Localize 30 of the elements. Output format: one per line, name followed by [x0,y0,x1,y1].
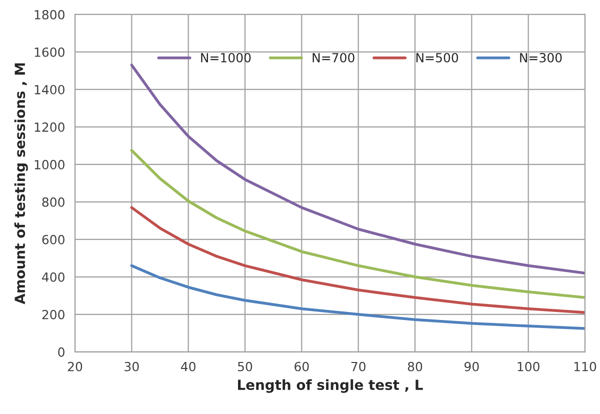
y-tick-label: 1000 [34,160,64,170]
x-tick-label: 60 [294,362,309,372]
x-tick-label: 100 [518,362,540,372]
y-tick-label: 1400 [34,84,64,94]
y-tick-label: 400 [42,272,64,282]
y-tick-label: 800 [42,197,64,207]
y-tick-label: 600 [42,234,64,244]
x-tick-label: 110 [574,362,596,372]
y-tick-label: 1800 [34,10,64,20]
line-series [130,64,585,275]
y-tick-label: 200 [42,310,64,320]
line-series [130,206,585,314]
legend-label: N=700 [312,52,354,62]
x-tick-label: 30 [124,362,139,372]
x-axis-title: Length of single test , L [238,379,423,393]
y-axis-title: Amount of testing sessions , M [14,63,28,304]
x-tick-label: 40 [180,362,196,372]
x-tick-label: 70 [351,362,366,372]
y-tick-label: 0 [58,347,64,357]
line-series [130,264,585,330]
x-tick-label: 90 [464,362,479,372]
y-tick-label: 1200 [34,122,64,132]
x-tick-label: 20 [68,362,82,372]
legend-label: N=1000 [201,52,251,62]
legend-label: N=300 [520,52,562,62]
x-tick-label: 80 [408,362,422,372]
legend-label: N=500 [416,52,458,62]
y-tick-label: 1600 [34,47,64,57]
x-tick-label: 50 [238,362,252,372]
line-series [130,149,585,299]
